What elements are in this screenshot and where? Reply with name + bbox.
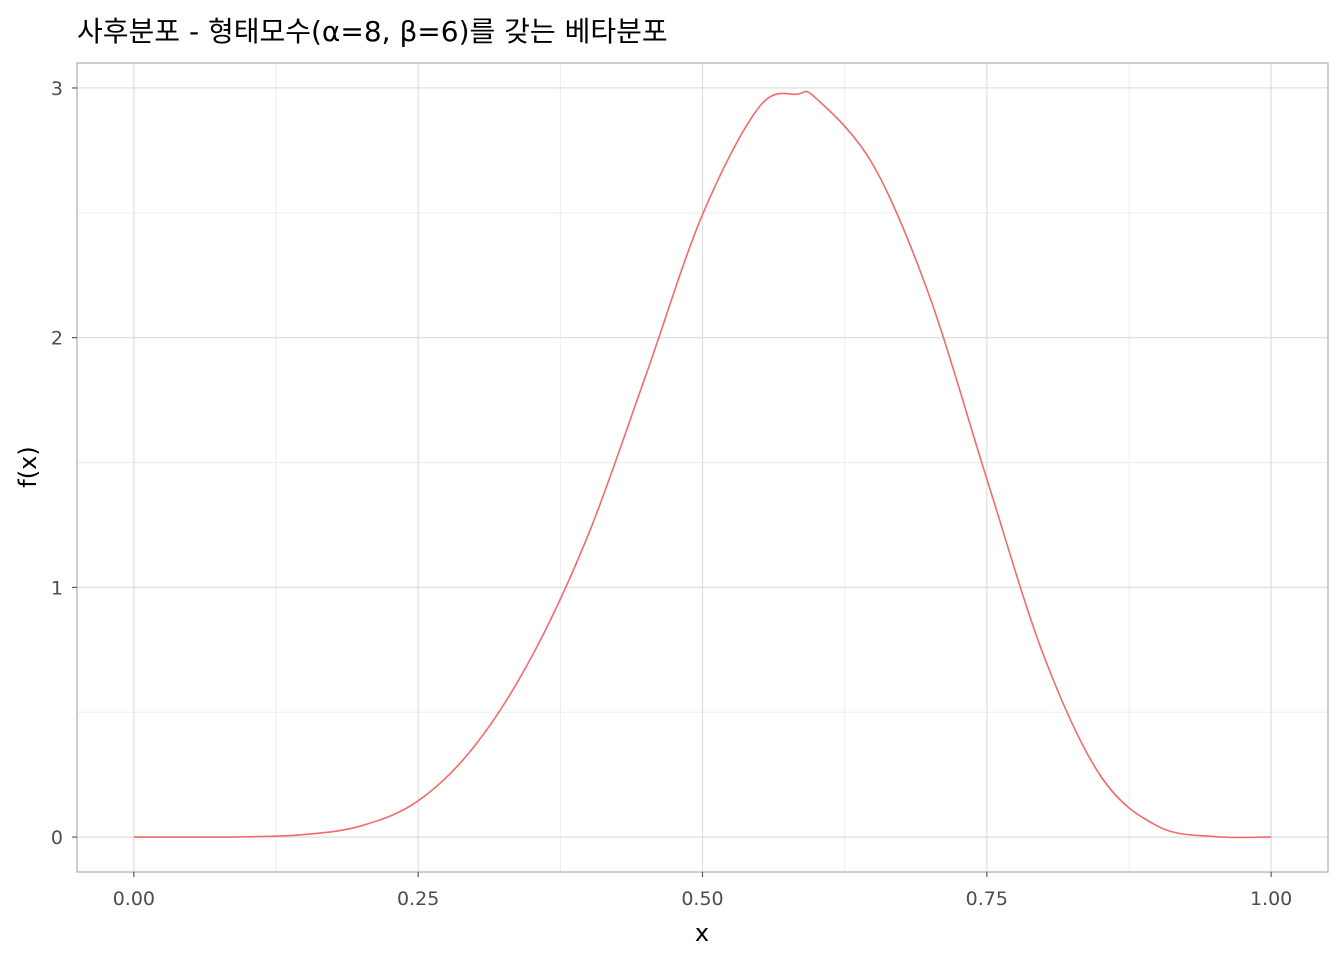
axis-ticks: 0.00 0.25 0.50 0.75 1.00 0 1 2 3 <box>51 78 1292 910</box>
y-tick-label: 2 <box>51 328 63 350</box>
x-tick-label: 1.00 <box>1250 888 1292 910</box>
series-layer <box>133 90 1272 839</box>
x-axis-title: x <box>695 919 709 947</box>
y-tick-label: 1 <box>51 577 63 599</box>
y-tick-label: 0 <box>51 827 63 849</box>
chart-title: 사후분포 - 형태모수(α=8, β=6)를 갖는 베타분포 <box>77 15 668 48</box>
x-tick-label: 0.75 <box>966 888 1008 910</box>
y-tick-label: 3 <box>51 78 63 100</box>
x-tick-label: 0.00 <box>113 888 155 910</box>
x-tick-label: 0.50 <box>681 888 723 910</box>
density-curve <box>133 90 1272 839</box>
y-axis-title: f(x) <box>14 446 42 487</box>
x-tick-label: 0.25 <box>397 888 439 910</box>
grid-lines <box>77 63 1328 872</box>
